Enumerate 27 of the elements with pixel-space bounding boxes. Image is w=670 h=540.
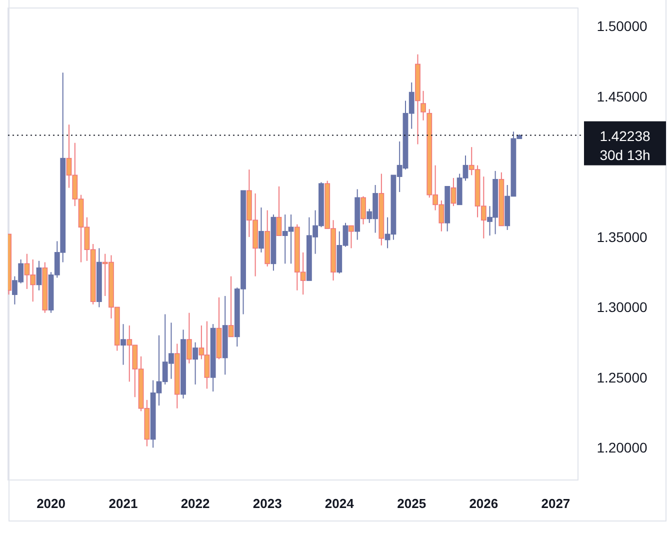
x-tick-label: 2024 (324, 496, 355, 511)
candlestick (276, 186, 282, 236)
candlestick (186, 312, 192, 364)
x-tick-label: 2023 (252, 496, 282, 511)
candlestick (360, 196, 366, 225)
x-tick-label: 2025 (397, 496, 426, 511)
candlestick (420, 90, 426, 121)
y-tick-label: 1.50000 (596, 18, 648, 34)
candlestick (36, 260, 42, 291)
x-tick-label: 2021 (108, 496, 138, 511)
text: 30d 13h (600, 147, 650, 164)
candlestick (228, 276, 234, 338)
candlestick (450, 177, 456, 207)
x-tick-label: 2020 (36, 496, 66, 511)
y-tick-label: 1.30000 (596, 299, 648, 316)
y-tick-label: 1.35000 (596, 228, 648, 245)
y-tick-label: 1.20000 (596, 440, 648, 456)
x-tick-label: 2026 (469, 496, 498, 511)
ref-line-label: 1.42238 (600, 128, 651, 144)
candlestick (258, 206, 264, 253)
candlestick (192, 342, 198, 385)
x-tick-label: 2022 (180, 496, 210, 511)
x-tick-label: 2027 (541, 496, 570, 511)
candlestick (120, 324, 126, 366)
y-tick-label: 1.25000 (596, 369, 648, 386)
y-tick-label: 1.45000 (596, 88, 648, 104)
candlestick (348, 225, 354, 249)
